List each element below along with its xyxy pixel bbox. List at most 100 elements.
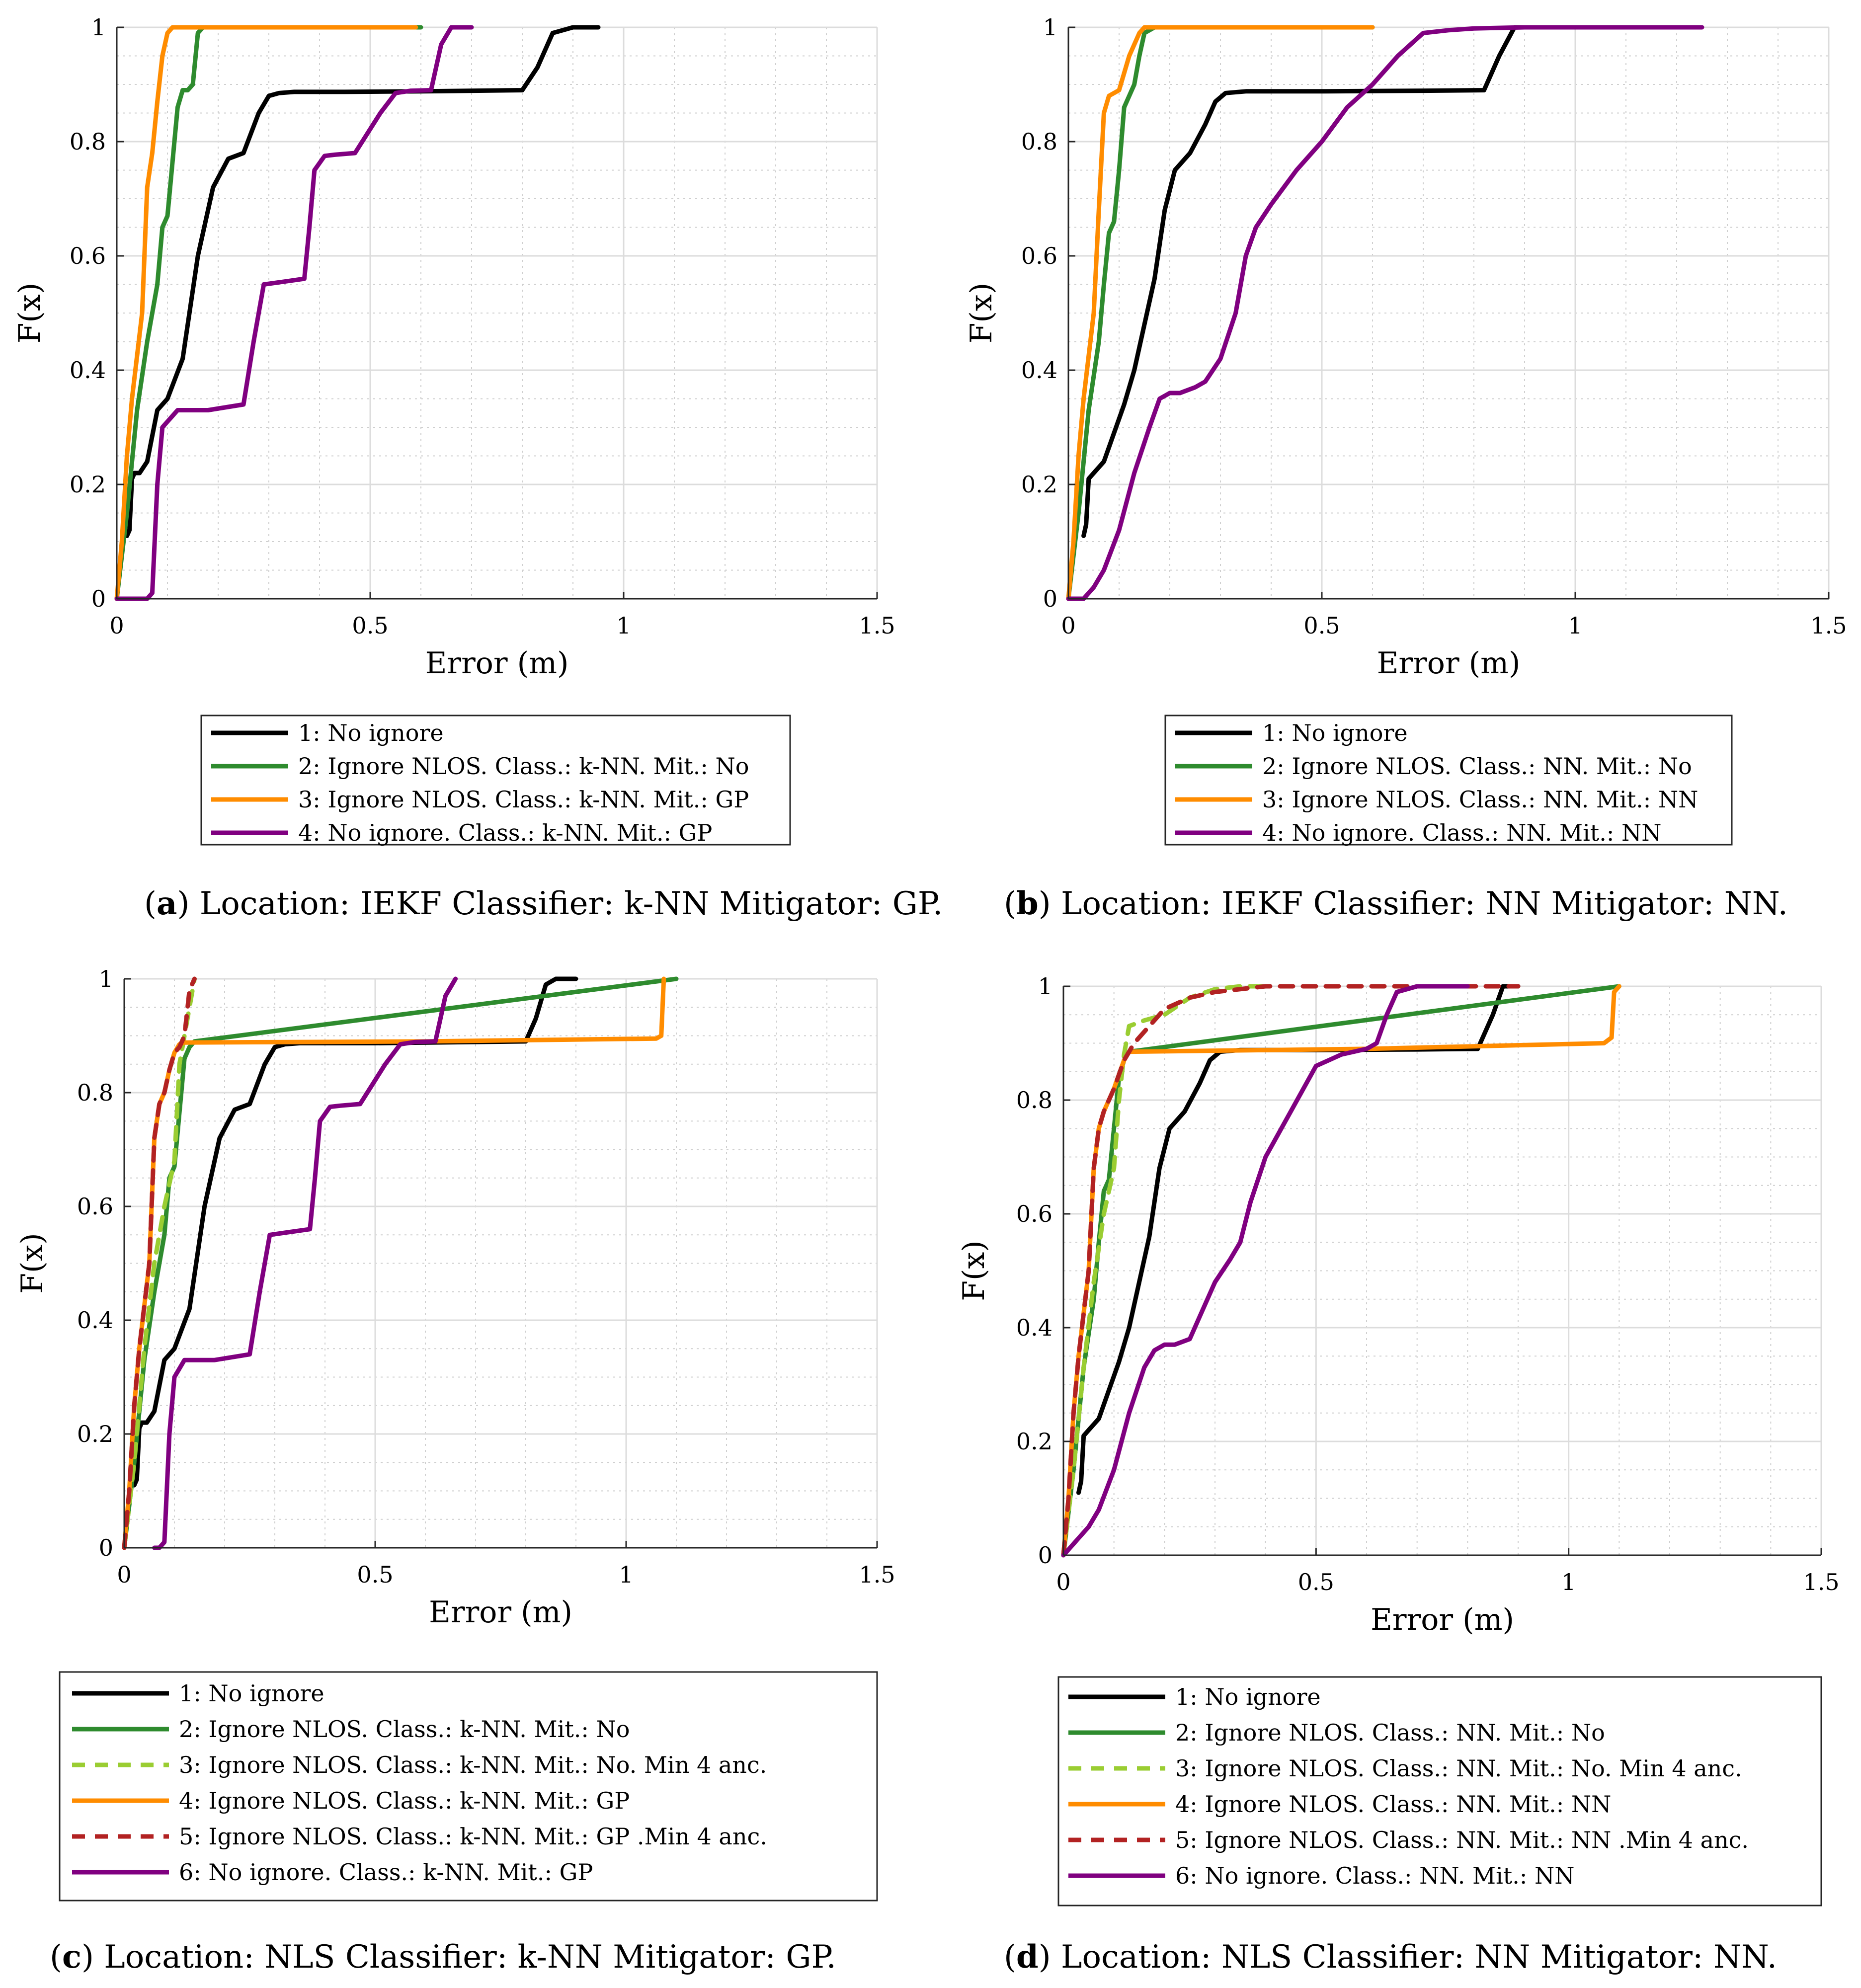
y-tick-label: 0.2: [77, 1421, 113, 1447]
minor-grid: [1068, 27, 1829, 599]
x-tick-label: 0.5: [357, 1561, 393, 1588]
y-tick-label: 0.4: [70, 357, 106, 384]
caption-prefix: (: [144, 885, 157, 922]
series-line-1: [132, 976, 578, 1488]
series-line-3: [114, 25, 418, 601]
series-line-2: [114, 25, 423, 601]
y-tick-label: 0: [91, 585, 106, 612]
legend-entry-6: 6: No ignore. Class.: NN. Mit.: NN: [1175, 1862, 1575, 1889]
y-tick-label: 1: [1038, 973, 1052, 1000]
caption-prefix: (: [1004, 1939, 1016, 1976]
y-tick-label: 0.8: [1016, 1087, 1052, 1113]
series-line-4: [114, 25, 474, 601]
legend-box: [200, 715, 791, 846]
caption-text: ) Location: NLS Classifier: NN Mitigator…: [1039, 1939, 1777, 1976]
y-tick-label: 0.2: [1016, 1428, 1052, 1455]
legend: 1: No ignore 2: Ignore NLOS. Class.: NN. …: [1057, 1676, 1822, 1907]
caption-prefix: (: [50, 1939, 62, 1976]
legend: 1: No ignore 2: Ignore NLOS. Class.: NN. …: [1164, 715, 1733, 846]
minor-grid: [117, 27, 877, 599]
y-tick-label: 0.2: [70, 471, 106, 498]
series-line-4: [1066, 25, 1704, 601]
legend-entry-4: 4: Ignore NLOS. Class.: k-NN. Mit.: GP: [179, 1787, 630, 1814]
x-tick-label: 0: [1061, 612, 1075, 639]
x-tick-label: 0.5: [1303, 612, 1340, 639]
x-axis-label: Error (m): [429, 1595, 572, 1630]
y-tick-label: 0.6: [1021, 242, 1057, 269]
x-tick-label: 0: [117, 1561, 131, 1588]
panel-caption: (c) Location: NLS Classifier: k-NN Mitig…: [50, 1938, 836, 1976]
series-group: [114, 25, 601, 601]
series-line-3: [1061, 984, 1268, 1558]
x-axis-label: Error (m): [425, 646, 569, 681]
x-tick-label: 1.5: [1810, 612, 1847, 639]
legend: 1: No ignore 2: Ignore NLOS. Class.: k-NN…: [200, 715, 791, 846]
y-tick-label: 0: [1038, 1542, 1052, 1569]
legend: 1: No ignore 2: Ignore NLOS. Class.: k-NN…: [59, 1671, 878, 1902]
caption-letter: c: [62, 1938, 81, 1976]
x-tick-label: 1.5: [859, 612, 895, 639]
y-tick-label: 0.8: [1021, 128, 1057, 155]
caption-text: ) Location: IEKF Classifier: NN Mitigato…: [1039, 885, 1788, 922]
legend-entry-6: 6: No ignore. Class.: k-NN. Mit.: GP: [179, 1859, 593, 1886]
caption-prefix: (: [1004, 885, 1016, 922]
legend-entry-1: 1: No ignore: [298, 719, 444, 746]
y-tick-label: 0.8: [70, 128, 106, 155]
series-group: [1061, 984, 1621, 1558]
caption-letter: a: [157, 885, 177, 922]
y-tick-label: 0: [99, 1534, 113, 1561]
y-tick-label: 0.6: [70, 242, 106, 269]
legend-box: [1057, 1676, 1822, 1907]
legend-entry-3: 3: Ignore NLOS. Class.: NN. Mit.: No. Mi…: [1175, 1755, 1742, 1782]
x-tick-label: 1: [616, 612, 631, 639]
y-axis-label: F(x): [964, 283, 999, 343]
series-line-1: [1081, 25, 1552, 538]
y-tick-label: 1: [91, 14, 106, 41]
panel-caption: (d) Location: NLS Classifier: NN Mitigat…: [1004, 1938, 1777, 1976]
chart-panel-c: 0 0.5 1 1.5 0 0.2 0.4 0.6 0.8 1 Error (m) F(x) 1: No…: [15, 965, 895, 1976]
y-tick-label: 0.4: [1021, 357, 1057, 384]
series-line-6: [1061, 984, 1470, 1558]
panel-caption: (b) Location: IEKF Classifier: NN Mitiga…: [1004, 885, 1788, 922]
legend-entry-3: 3: Ignore NLOS. Class.: k-NN. Mit.: GP: [298, 786, 749, 813]
y-tick-label: 0.6: [77, 1193, 113, 1220]
legend-box: [59, 1671, 878, 1902]
y-axis-label: F(x): [15, 1233, 50, 1293]
series-group: [1066, 25, 1704, 601]
caption-letter: d: [1016, 1938, 1039, 1976]
legend-entry-1: 1: No ignore: [179, 1680, 324, 1707]
legend-entry-3: 3: Ignore NLOS. Class.: NN. Mit.: NN: [1262, 786, 1698, 813]
series-line-6: [152, 976, 458, 1550]
x-tick-label: 0: [109, 612, 124, 639]
chart-panel-d: 0 0.5 1 1.5 0 0.2 0.4 0.6 0.8 1 Error (m) F(x) 1: No…: [957, 973, 1840, 1976]
y-tick-label: 1: [99, 965, 113, 992]
x-tick-label: 1.5: [859, 1561, 895, 1588]
chart-panel-a: 0 0.5 1 1.5 0 0.2 0.4 0.6 0.8 1 Error (m) F(x) 1: No…: [12, 14, 943, 922]
x-tick-label: 1: [1561, 1569, 1576, 1595]
x-tick-label: 1.5: [1803, 1569, 1839, 1595]
legend-entry-4: 4: No ignore. Class.: NN. Mit.: NN: [1262, 819, 1662, 846]
legend-entry-5: 5: Ignore NLOS. Class.: k-NN. Mit.: GP .…: [179, 1823, 767, 1850]
legend-entry-1: 1: No ignore: [1262, 719, 1408, 746]
legend-entry-5: 5: Ignore NLOS. Class.: NN. Mit.: NN .Mi…: [1175, 1827, 1749, 1853]
y-tick-label: 0.6: [1016, 1200, 1052, 1227]
x-tick-label: 0: [1056, 1569, 1070, 1595]
series-line-3: [1066, 25, 1375, 601]
caption-letter: b: [1016, 885, 1039, 922]
x-tick-label: 0.5: [1298, 1569, 1334, 1595]
legend-entry-3: 3: Ignore NLOS. Class.: k-NN. Mit.: No. …: [179, 1751, 767, 1778]
y-tick-label: 0.2: [1021, 471, 1057, 498]
x-tick-label: 1: [1568, 612, 1582, 639]
panel-caption: (a) Location: IEKF Classifier: k-NN Miti…: [144, 885, 943, 922]
caption-text: ) Location: NLS Classifier: k-NN Mitigat…: [81, 1939, 836, 1976]
series-line-5: [1061, 984, 1521, 1558]
legend-entry-2: 2: Ignore NLOS. Class.: NN. Mit.: No: [1175, 1719, 1605, 1746]
series-line-1: [124, 25, 601, 538]
series-group: [122, 976, 679, 1550]
y-tick-label: 1: [1043, 14, 1057, 41]
series-line-2: [1066, 25, 1375, 601]
x-tick-label: 0.5: [352, 612, 388, 639]
x-tick-label: 1: [619, 1561, 633, 1588]
legend-entry-1: 1: No ignore: [1175, 1683, 1321, 1710]
